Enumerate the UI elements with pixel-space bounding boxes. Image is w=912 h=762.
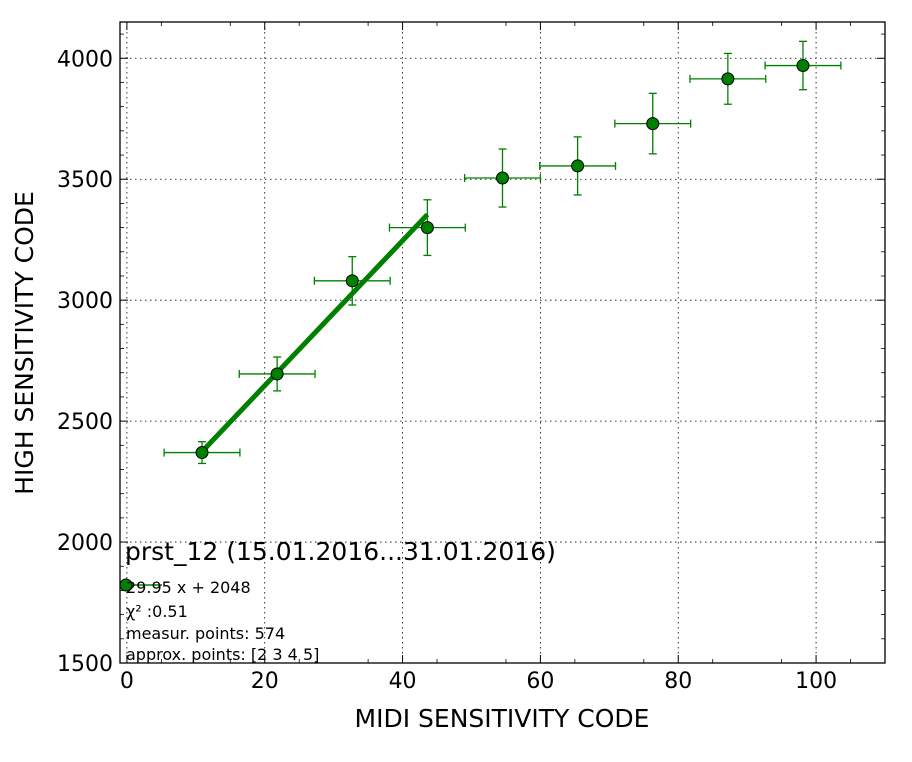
data-point [496,171,509,185]
annotation-title: prst_12 (15.01.2016...31.01.2016) [125,537,556,566]
plot-frame [119,21,886,664]
data-point [796,59,810,73]
fit-text: 29.95 x + 2048 [126,578,251,597]
approx-text: approx. points: [2 3 4 5] [126,645,319,664]
plot-background [120,22,885,663]
data-point [420,221,434,235]
fit-line [200,212,430,454]
data-point [345,274,359,288]
fit-line-group [200,212,430,454]
measur-text: measur. points: 574 [126,624,285,643]
y-tick-label: 3500 [57,168,113,193]
legend-point [119,578,133,592]
x-axis-label: MIDI SENSITIVITY CODE [355,704,650,733]
data-point [646,117,660,131]
chi-text: χ² :0.51 [126,602,188,621]
y-tick-label: 4000 [57,47,113,72]
legend-marker [119,578,162,592]
grid [120,22,885,664]
x-tick-label: 100 [795,669,837,694]
data-point [195,446,209,460]
y-tick-label: 2000 [57,531,113,556]
x-tick-label: 20 [251,669,279,694]
y-tick-label: 1500 [57,652,113,677]
x-tick-label: 40 [389,669,417,694]
annotation: prst_12 (15.01.2016...31.01.2016) 29.95 … [119,537,556,664]
y-tick-label: 2500 [57,410,113,435]
y-tick-label: 3000 [57,289,113,314]
tick-labels: 0 20 40 60 80 100 1500 2000 2500 3000 3500 4000 [57,47,837,694]
data-point [571,159,585,173]
x-tick-label: 0 [120,669,134,694]
data-points [195,59,810,460]
y-axis-label: HIGH SENSITIVITY CODE [10,191,39,495]
data-point [721,72,735,86]
data-point [270,367,284,381]
x-tick-label: 60 [526,669,554,694]
x-tick-label: 80 [664,669,692,694]
